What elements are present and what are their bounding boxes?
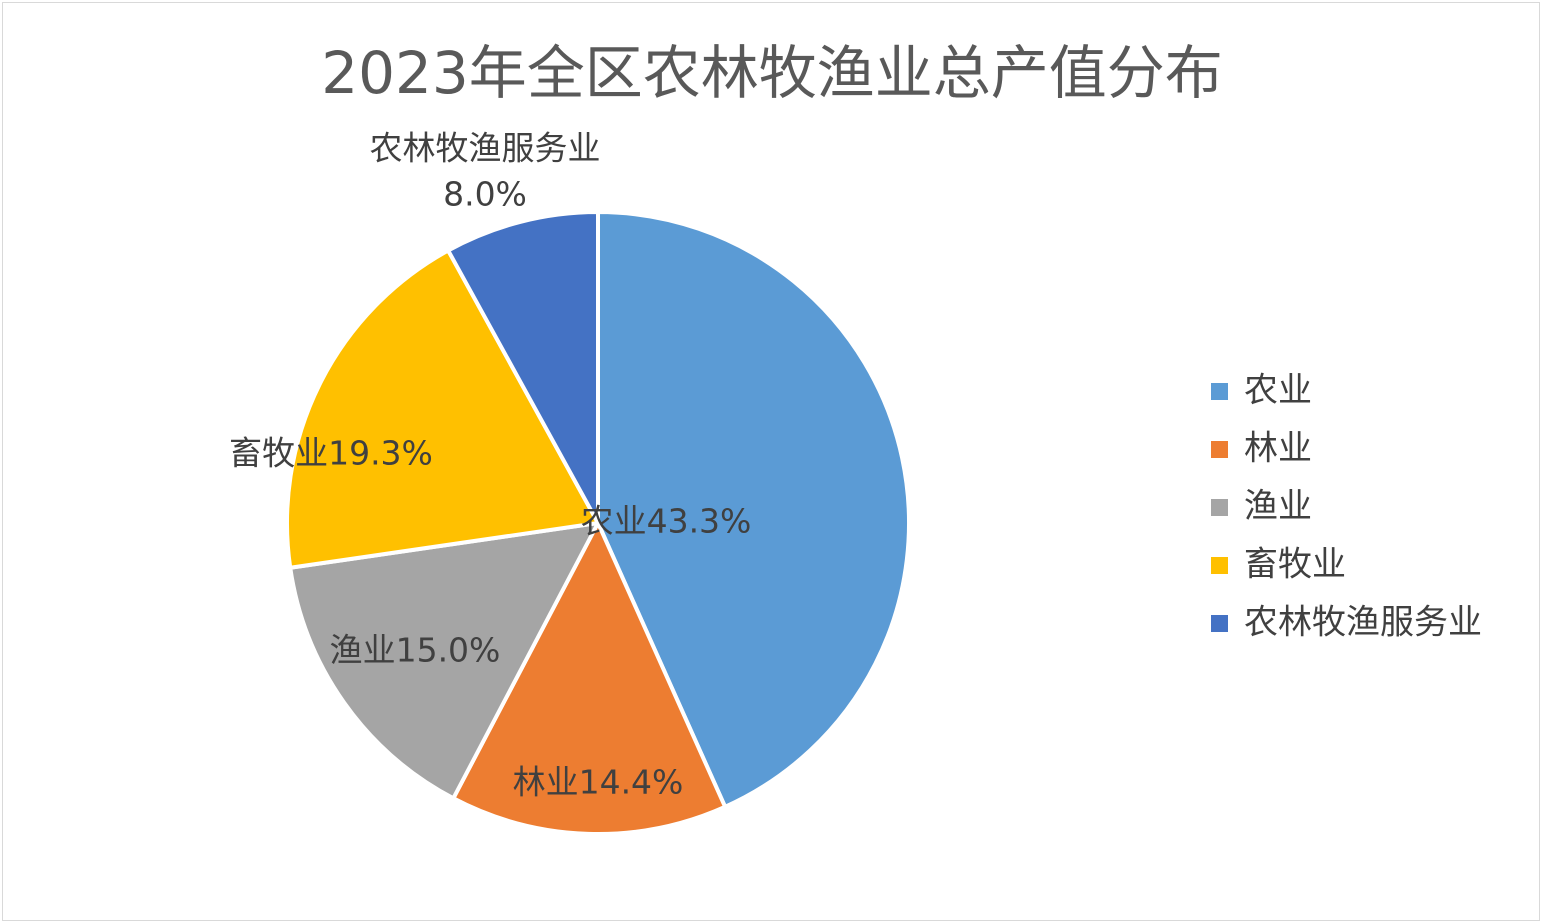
legend-label-0: 农业 [1244, 371, 1312, 411]
legend-swatch-3 [1211, 557, 1228, 574]
data-label-0: 农业43.3% [581, 502, 752, 541]
pie-slice-3 [285, 248, 600, 570]
pie-slices [285, 210, 911, 836]
pie-slice-4 [446, 210, 600, 525]
legend-label-4: 农林牧渔服务业 [1244, 603, 1482, 643]
data-label-value-4: 8.0% [443, 175, 527, 214]
legend-swatch-0 [1211, 383, 1228, 400]
pie-data-labels: 农业43.3% 林业14.4% 渔业15.0% 畜牧业19.3% 农林牧渔服务业 8.0% [229, 129, 751, 802]
data-label-1: 林业14.4% [513, 763, 684, 802]
pie-slice-2 [288, 521, 600, 801]
legend-label-3: 畜牧业 [1244, 545, 1346, 585]
legend-swatch-4 [1211, 615, 1228, 632]
legend-swatch-1 [1211, 441, 1228, 458]
data-label-4: 农林牧渔服务业 [370, 129, 601, 168]
legend-swatch-2 [1211, 499, 1228, 516]
data-label-3: 畜牧业19.3% [229, 434, 433, 473]
pie-slice-1 [451, 521, 728, 836]
pie-slice-0 [596, 210, 911, 809]
legend-label-1: 林业 [1244, 429, 1312, 469]
chart-title: 2023年全区农林牧渔业总产值分布 [321, 39, 1223, 107]
data-label-2: 渔业15.0% [330, 631, 501, 670]
legend-label-2: 渔业 [1244, 487, 1312, 527]
